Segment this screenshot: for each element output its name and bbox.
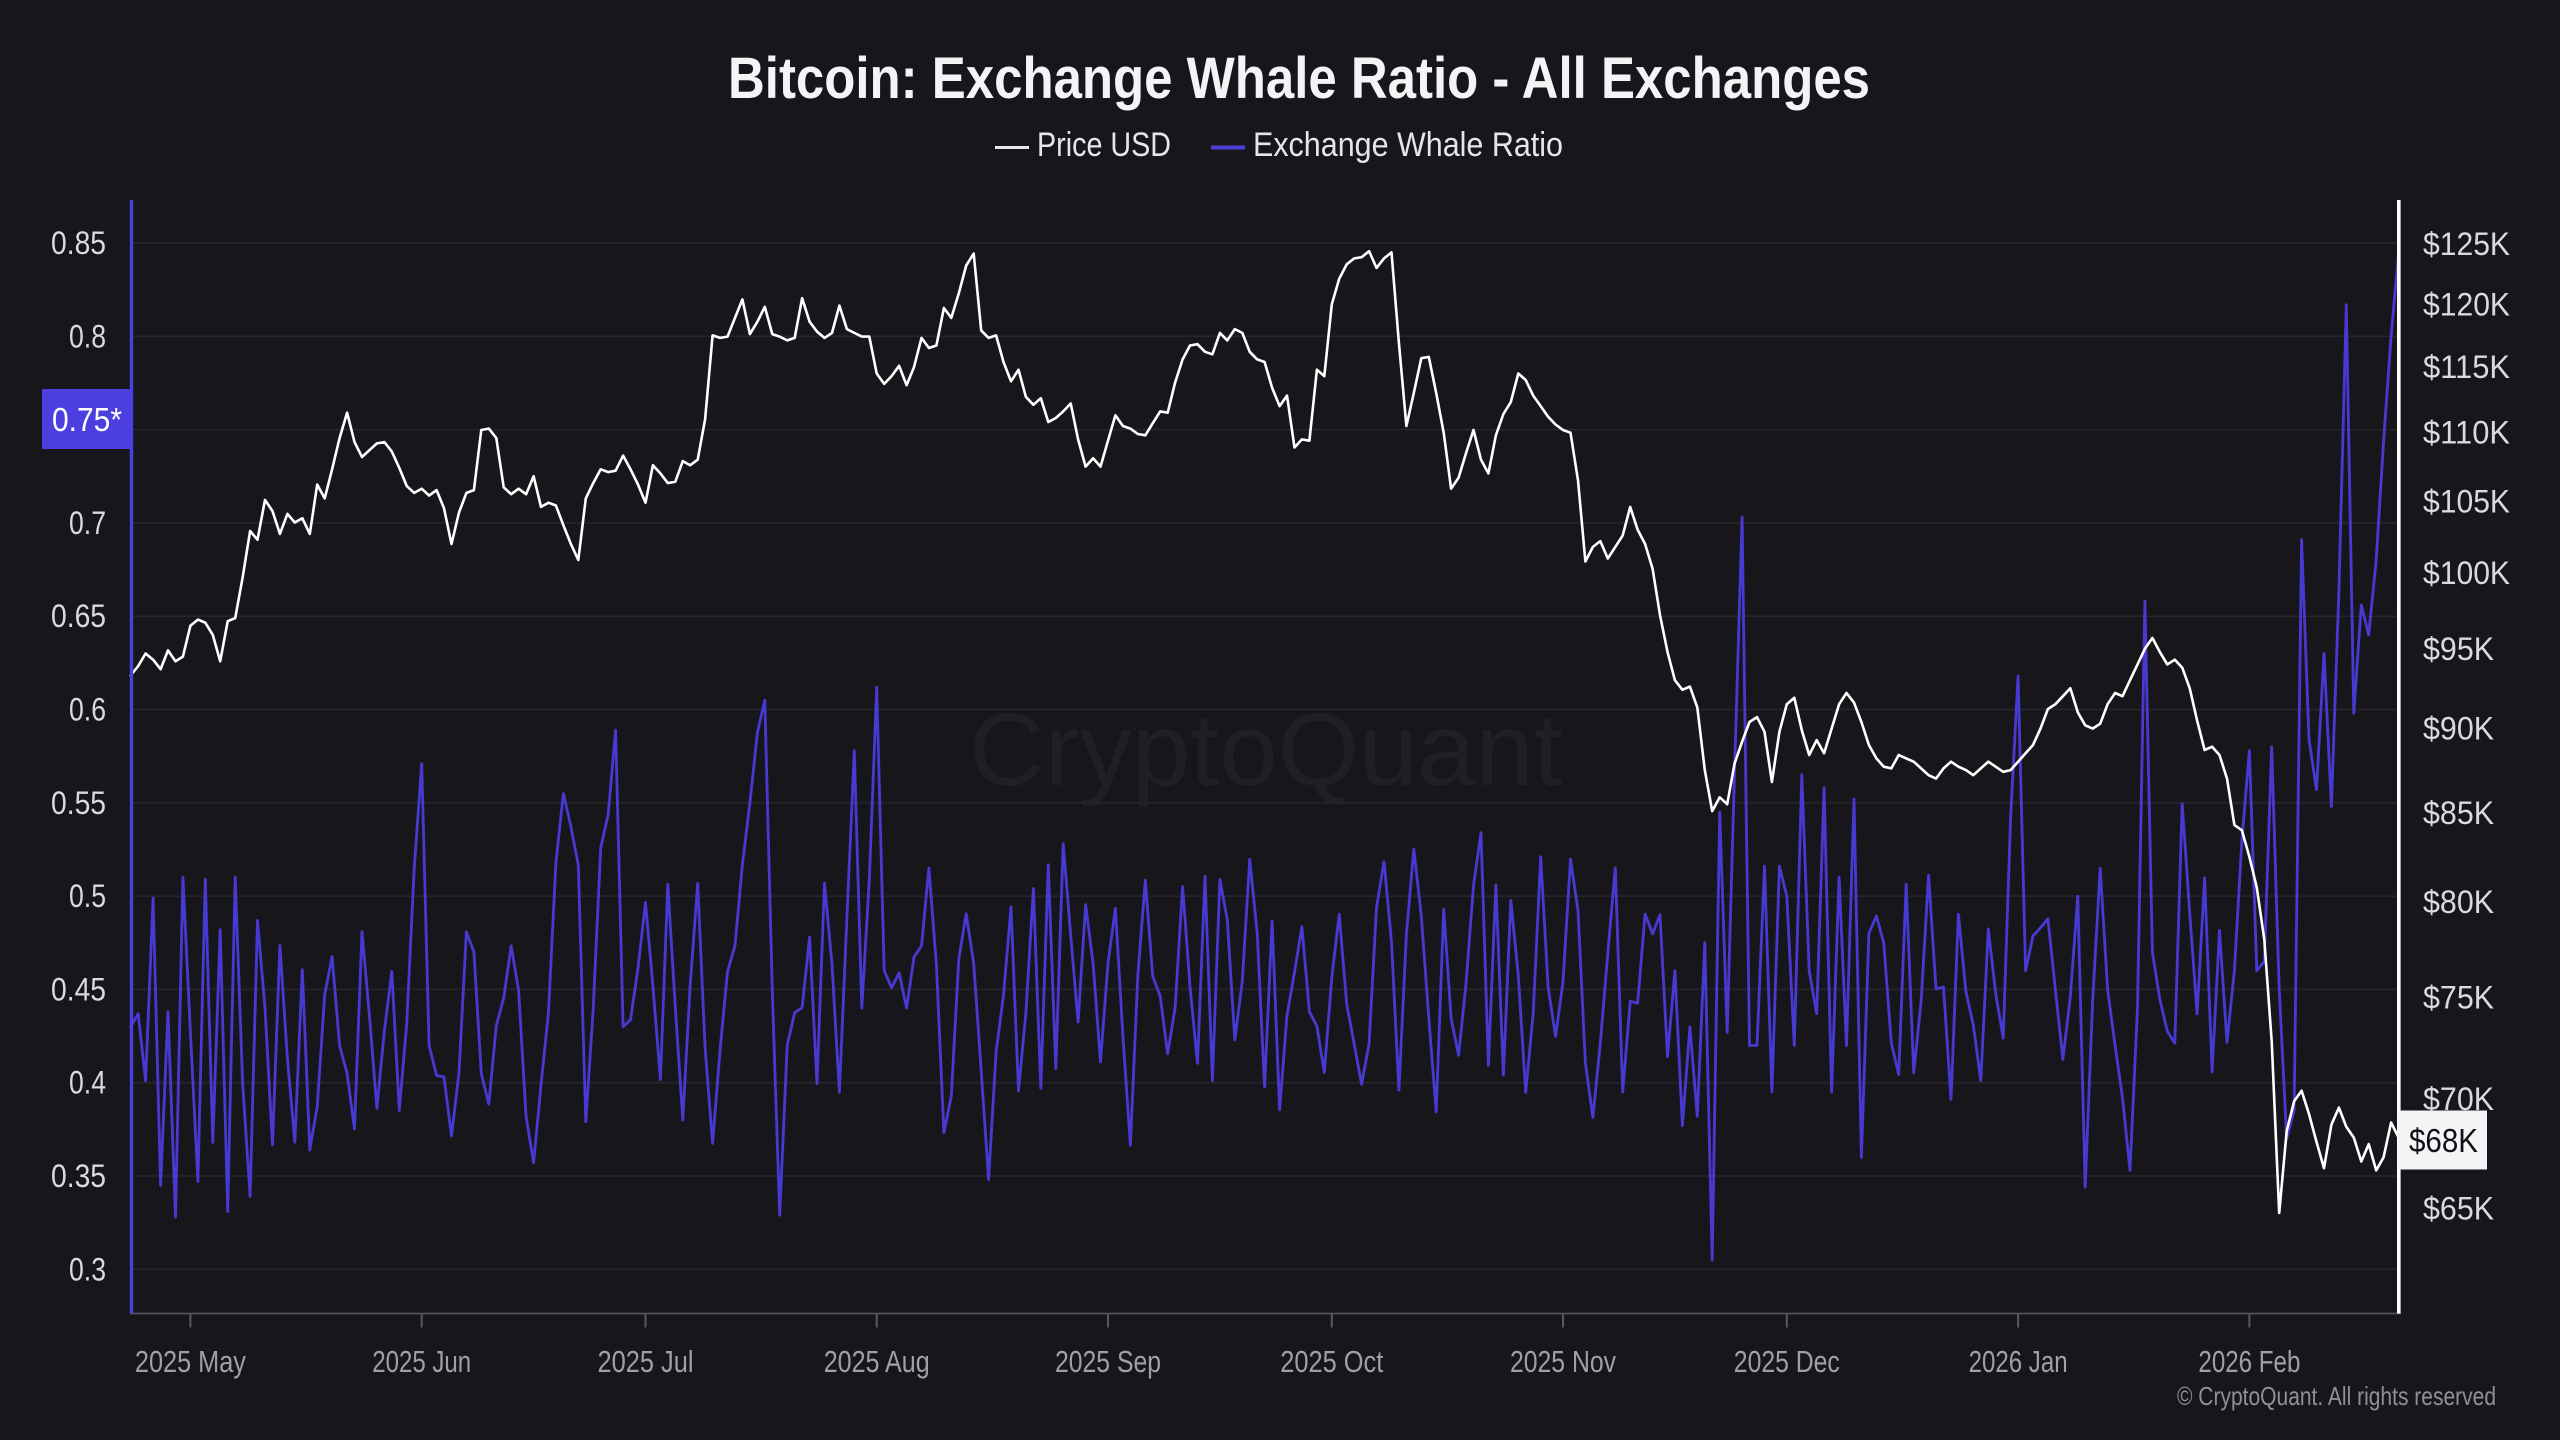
svg-text:$110K: $110K xyxy=(2423,415,2510,451)
svg-text:2025 Aug: 2025 Aug xyxy=(824,1344,930,1379)
svg-text:0.55: 0.55 xyxy=(51,785,106,821)
svg-text:$125K: $125K xyxy=(2423,226,2510,262)
svg-text:2025 Jun: 2025 Jun xyxy=(372,1344,471,1379)
svg-text:$115K: $115K xyxy=(2423,349,2510,385)
svg-text:2026 Jan: 2026 Jan xyxy=(1969,1344,2068,1379)
svg-text:0.85: 0.85 xyxy=(51,225,106,261)
svg-text:0.65: 0.65 xyxy=(51,598,106,634)
svg-text:0.35: 0.35 xyxy=(51,1158,106,1194)
svg-text:$80K: $80K xyxy=(2423,884,2494,920)
svg-text:2026 Feb: 2026 Feb xyxy=(2198,1344,2300,1379)
svg-text:$68K: $68K xyxy=(2409,1122,2478,1159)
svg-text:2025 Jul: 2025 Jul xyxy=(598,1344,694,1379)
svg-text:© CryptoQuant. All rights rese: © CryptoQuant. All rights reserved xyxy=(2177,1381,2496,1411)
svg-text:Exchange Whale Ratio: Exchange Whale Ratio xyxy=(1253,126,1563,164)
svg-text:$105K: $105K xyxy=(2423,483,2510,519)
svg-text:0.5: 0.5 xyxy=(69,878,106,914)
svg-text:$65K: $65K xyxy=(2423,1190,2494,1226)
svg-text:$85K: $85K xyxy=(2423,795,2494,831)
svg-text:$75K: $75K xyxy=(2423,979,2494,1015)
svg-text:Price USD: Price USD xyxy=(1037,126,1171,164)
svg-text:0.6: 0.6 xyxy=(69,692,106,728)
svg-text:0.7: 0.7 xyxy=(69,505,106,541)
svg-text:2025 Nov: 2025 Nov xyxy=(1510,1344,1616,1379)
svg-text:0.75*: 0.75* xyxy=(52,401,122,438)
svg-text:0.45: 0.45 xyxy=(51,971,106,1007)
svg-text:2025 Sep: 2025 Sep xyxy=(1055,1344,1161,1379)
svg-text:Bitcoin: Exchange Whale Ratio: Bitcoin: Exchange Whale Ratio - All Exch… xyxy=(728,46,1870,111)
svg-text:0.8: 0.8 xyxy=(69,318,106,354)
svg-text:2025 Oct: 2025 Oct xyxy=(1280,1344,1383,1379)
svg-text:2025 Dec: 2025 Dec xyxy=(1734,1344,1840,1379)
svg-text:$100K: $100K xyxy=(2423,555,2510,591)
svg-text:0.3: 0.3 xyxy=(69,1251,106,1287)
svg-text:0.4: 0.4 xyxy=(69,1065,106,1101)
svg-text:$95K: $95K xyxy=(2423,631,2494,667)
svg-text:2025 May: 2025 May xyxy=(135,1344,246,1379)
svg-text:$90K: $90K xyxy=(2423,711,2494,747)
svg-text:$120K: $120K xyxy=(2423,286,2510,322)
svg-text:CryptoQuant: CryptoQuant xyxy=(969,692,1563,807)
